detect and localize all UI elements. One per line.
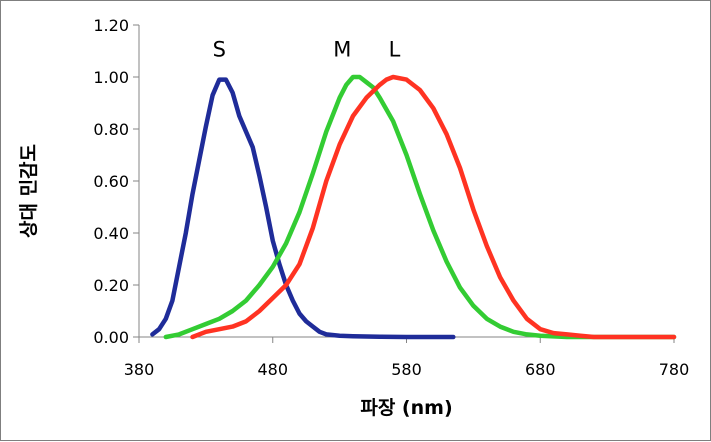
- y-axis-ticks: 0.00 0.20 0.40 0.60 0.80 1.00 1.20: [93, 16, 139, 347]
- x-tick-label: 480: [257, 360, 288, 379]
- series-line-m: [163, 74, 677, 340]
- x-tick-label: 380: [124, 360, 155, 379]
- series-label-l: L: [389, 37, 401, 61]
- x-tick-label: 580: [391, 360, 422, 379]
- x-axis-ticks: 380 480 580 680 780: [124, 337, 690, 379]
- y-tick-label: 0.20: [93, 276, 129, 295]
- series-label-m: M: [333, 37, 351, 61]
- x-tick-label: 680: [525, 360, 556, 379]
- y-tick-label: 1.00: [93, 68, 129, 87]
- x-axis-title: 파장 (nm): [360, 397, 452, 419]
- series-line-l: [190, 74, 677, 340]
- series-line-s: [150, 77, 456, 340]
- x-tick-label: 780: [659, 360, 690, 379]
- y-tick-label: 0.00: [93, 328, 129, 347]
- series-lines: [150, 74, 677, 340]
- y-tick-label: 1.20: [93, 16, 129, 35]
- y-tick-label: 0.80: [93, 120, 129, 139]
- y-tick-label: 0.60: [93, 172, 129, 191]
- y-axis-title: 상대 민감도: [18, 144, 40, 238]
- y-tick-label: 0.40: [93, 224, 129, 243]
- series-label-s: S: [213, 37, 226, 61]
